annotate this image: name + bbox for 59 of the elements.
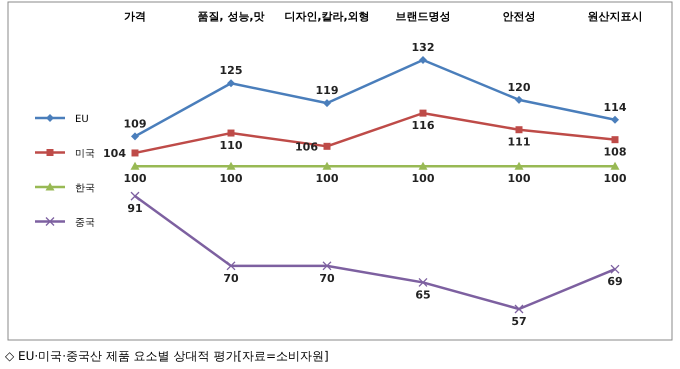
data-label: 116 <box>412 119 435 132</box>
point <box>419 56 427 64</box>
data-label: 111 <box>508 136 530 149</box>
point <box>611 116 619 124</box>
data-label: 100 <box>220 172 243 186</box>
point <box>226 261 236 270</box>
data-label: 57 <box>511 315 527 328</box>
point <box>612 136 618 144</box>
x-tick-label: 안전성 <box>502 10 536 23</box>
data-label: 108 <box>604 146 626 159</box>
point <box>610 264 620 274</box>
legend-label: 중국 <box>75 218 95 228</box>
data-label: 125 <box>220 64 242 78</box>
legend-label: EU <box>75 114 89 125</box>
point <box>420 110 426 117</box>
x-tick-label: 품질, 성능,맛 <box>197 10 265 23</box>
legend-label: 미국 <box>75 148 95 160</box>
x-tick-label: 브랜드명성 <box>396 10 450 23</box>
point <box>516 126 522 134</box>
data-label: 100 <box>604 172 627 186</box>
text: ◇ EU·미국·중국산 제품 요소별 상대적 평가[자료=소비자원] <box>5 349 329 363</box>
point <box>228 130 234 137</box>
point <box>418 278 428 288</box>
point <box>515 96 523 104</box>
x-tick-label: 디자인,칼라,외형 <box>284 10 370 23</box>
point <box>132 149 138 156</box>
data-label: 65 <box>415 288 431 302</box>
data-label: 114 <box>604 100 627 114</box>
data-label: 91 <box>127 202 143 216</box>
point <box>514 162 524 170</box>
point <box>322 261 332 270</box>
point <box>324 142 330 150</box>
data-label: 100 <box>412 172 435 186</box>
data-label: 100 <box>508 172 531 186</box>
x-tick-label: 원산지표시 <box>588 10 642 23</box>
data-label: 119 <box>316 84 338 98</box>
data-label: 120 <box>508 80 531 94</box>
point <box>322 162 332 170</box>
data-label: 70 <box>319 272 335 285</box>
x-tick-label: 가격 <box>124 10 146 23</box>
data-label: 110 <box>220 139 243 152</box>
data-label: 100 <box>316 172 339 186</box>
point <box>418 162 428 170</box>
legend-label: 한국 <box>75 183 95 194</box>
data-label: 109 <box>124 117 146 130</box>
data-label: 70 <box>223 272 239 285</box>
data-label: 100 <box>124 172 147 186</box>
point <box>130 191 140 201</box>
point <box>323 99 331 108</box>
data-label: 106 <box>295 140 318 154</box>
point <box>514 304 524 314</box>
point <box>610 162 620 170</box>
point <box>226 162 236 170</box>
data-label: 69 <box>607 275 623 288</box>
data-label: 132 <box>412 41 434 54</box>
point <box>130 162 140 170</box>
point <box>227 79 235 88</box>
data-label: 104 <box>103 146 126 160</box>
point <box>131 132 139 140</box>
